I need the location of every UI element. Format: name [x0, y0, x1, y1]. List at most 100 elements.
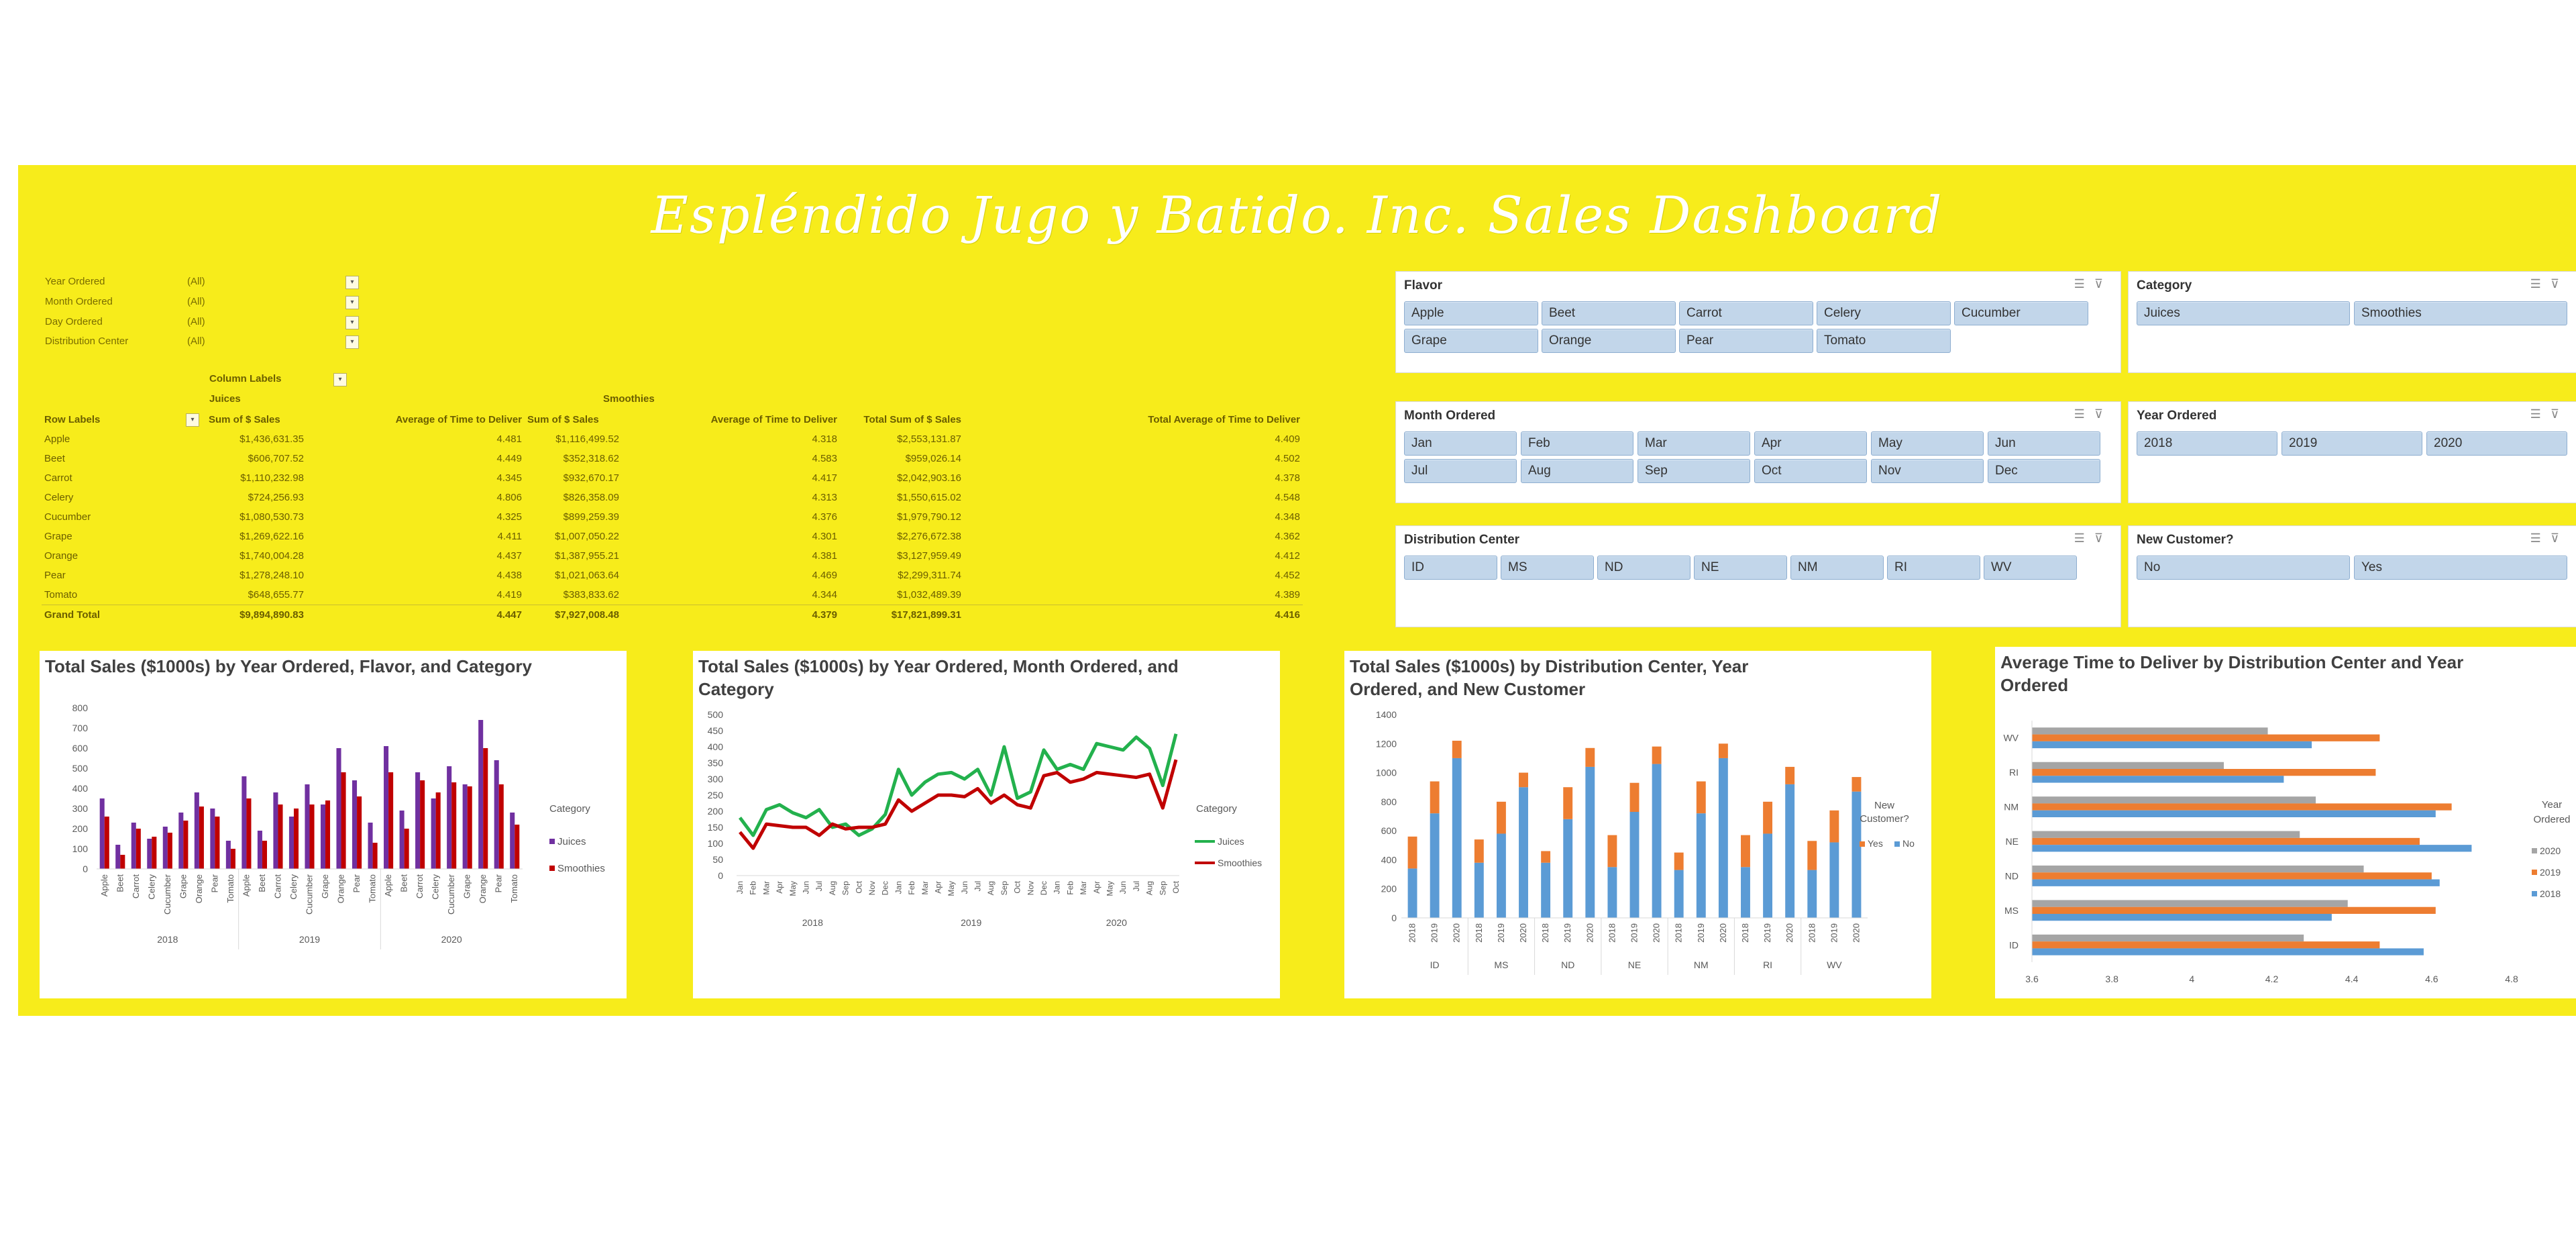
slicer-toolbar: ☰⊽	[2530, 407, 2569, 421]
filter-dropdown-icon[interactable]: ▾	[345, 296, 359, 309]
slicer-item-apr[interactable]: Apr	[1754, 431, 1867, 456]
slicer-item-yes[interactable]: Yes	[2354, 556, 2567, 580]
slicer-item-dec[interactable]: Dec	[1988, 459, 2100, 483]
row-label: Cucumber	[44, 511, 91, 523]
x-tick-label: Grape	[462, 874, 472, 898]
x-tick-label: Apr	[933, 881, 943, 894]
slicer-item-grape[interactable]: Grape	[1404, 329, 1538, 353]
bar-juices	[147, 839, 152, 869]
slicer-item-sep[interactable]: Sep	[1638, 459, 1750, 483]
filter-dropdown-icon[interactable]: ▾	[345, 316, 359, 329]
y-tick-label: 50	[712, 854, 723, 865]
filter-dropdown-icon[interactable]: ▾	[345, 276, 359, 289]
bar-yes	[1563, 787, 1573, 819]
y-tick-label: 0	[83, 864, 88, 874]
bar-smoothies	[152, 837, 157, 869]
pivot-cell: 4.389	[1275, 589, 1300, 601]
x-tick-label: 2018	[1740, 923, 1750, 943]
multi-select-icon[interactable]: ☰	[2074, 407, 2094, 421]
slicer-item-mar[interactable]: Mar	[1638, 431, 1750, 456]
bar-no	[1829, 842, 1839, 918]
slicer-item-nd[interactable]: ND	[1597, 556, 1690, 580]
pivot-cell: $899,259.39	[563, 511, 619, 523]
legend-swatch	[549, 839, 555, 844]
clear-filter-icon[interactable]: ⊽	[2550, 407, 2569, 421]
x-tick-label: Nov	[867, 881, 877, 895]
slicer-item-juices[interactable]: Juices	[2137, 301, 2350, 325]
slicer-item-ne[interactable]: NE	[1694, 556, 1787, 580]
row-labels-dropdown-icon[interactable]: ▾	[186, 413, 199, 427]
multi-select-icon[interactable]: ☰	[2074, 277, 2094, 291]
slicer-item-jan[interactable]: Jan	[1404, 431, 1517, 456]
bar-juices	[478, 720, 484, 869]
slicer-item-aug[interactable]: Aug	[1521, 459, 1633, 483]
slicer-item-nm[interactable]: NM	[1790, 556, 1884, 580]
y-tick-label: 200	[72, 823, 89, 834]
row-labels-header: Row Labels	[44, 414, 101, 425]
slicer-toolbar: ☰⊽	[2530, 531, 2569, 545]
slicer-item-feb[interactable]: Feb	[1521, 431, 1633, 456]
y-tick-label: MS	[2004, 905, 2019, 916]
clear-filter-icon[interactable]: ⊽	[2094, 277, 2112, 291]
pivot-row: Grape $1,269,622.16 4.411 $1,007,050.22 4.30…	[42, 527, 1303, 546]
x-tick-label: 2018	[1807, 923, 1817, 943]
filter-value: (All)	[187, 335, 205, 347]
bar-no	[1585, 766, 1595, 918]
slicer-item-cucumber[interactable]: Cucumber	[1954, 301, 2088, 325]
multi-select-icon[interactable]: ☰	[2530, 277, 2551, 291]
y-tick-label: 150	[708, 822, 724, 833]
y-tick-label: 0	[718, 870, 723, 881]
bar-2020	[2032, 727, 2268, 735]
x-tick-label: Pear	[209, 874, 219, 892]
x-tick-label: Pear	[494, 874, 504, 892]
slicer-item-celery[interactable]: Celery	[1817, 301, 1951, 325]
legend-label: 2018	[2540, 888, 2561, 899]
slicer-item-beet[interactable]: Beet	[1542, 301, 1676, 325]
slicer-item-ms[interactable]: MS	[1501, 556, 1594, 580]
bar-2020	[2032, 762, 2224, 769]
slicer-item-pear[interactable]: Pear	[1679, 329, 1813, 353]
bar-2020	[2032, 934, 2304, 942]
slicer-item-nov[interactable]: Nov	[1871, 459, 1984, 483]
bar-smoothies	[435, 792, 441, 869]
slicer-item-jun[interactable]: Jun	[1988, 431, 2100, 456]
slicer-item-jul[interactable]: Jul	[1404, 459, 1517, 483]
slicer-item-2020[interactable]: 2020	[2426, 431, 2567, 456]
multi-select-icon[interactable]: ☰	[2530, 531, 2551, 545]
bar-juices	[225, 841, 231, 869]
slicer-item-carrot[interactable]: Carrot	[1679, 301, 1813, 325]
slicer-item-may[interactable]: May	[1871, 431, 1984, 456]
slicer-item-smoothies[interactable]: Smoothies	[2354, 301, 2567, 325]
y-tick-label: 250	[708, 790, 724, 800]
legend-swatch	[2532, 870, 2537, 875]
x-tick-label: 2019	[1696, 923, 1706, 943]
clear-filter-icon[interactable]: ⊽	[2094, 407, 2112, 421]
clear-filter-icon[interactable]: ⊽	[2550, 531, 2569, 545]
bar-juices	[447, 766, 452, 869]
slicer-item-tomato[interactable]: Tomato	[1817, 329, 1951, 353]
slicer-item-apple[interactable]: Apple	[1404, 301, 1538, 325]
pivot-cell: $606,707.52	[248, 453, 304, 464]
column-labels-dropdown-icon[interactable]: ▾	[333, 373, 347, 386]
slicer-item-id[interactable]: ID	[1404, 556, 1497, 580]
pivot-cell: 4.481	[496, 433, 522, 445]
bar-juices	[273, 792, 278, 869]
bar-juices	[305, 784, 310, 869]
slicer-item-no[interactable]: No	[2137, 556, 2350, 580]
slicer-item-oct[interactable]: Oct	[1754, 459, 1867, 483]
multi-select-icon[interactable]: ☰	[2074, 531, 2094, 545]
clear-filter-icon[interactable]: ⊽	[2094, 531, 2112, 545]
slicer-item-wv[interactable]: WV	[1984, 556, 2077, 580]
filter-dropdown-icon[interactable]: ▾	[345, 335, 359, 349]
x-tick-label: 4.8	[2505, 974, 2518, 984]
slicer-item-orange[interactable]: Orange	[1542, 329, 1676, 353]
slicer-item-2018[interactable]: 2018	[2137, 431, 2277, 456]
slicer-item-2019[interactable]: 2019	[2282, 431, 2422, 456]
slicer-item-ri[interactable]: RI	[1887, 556, 1980, 580]
clear-filter-icon[interactable]: ⊽	[2550, 277, 2569, 291]
x-tick-label: 4.2	[2265, 974, 2279, 984]
bar-2018	[2032, 948, 2424, 955]
pivot-cell: 4.469	[812, 570, 837, 581]
x-tick-label: Apple	[383, 874, 393, 896]
multi-select-icon[interactable]: ☰	[2530, 407, 2551, 421]
